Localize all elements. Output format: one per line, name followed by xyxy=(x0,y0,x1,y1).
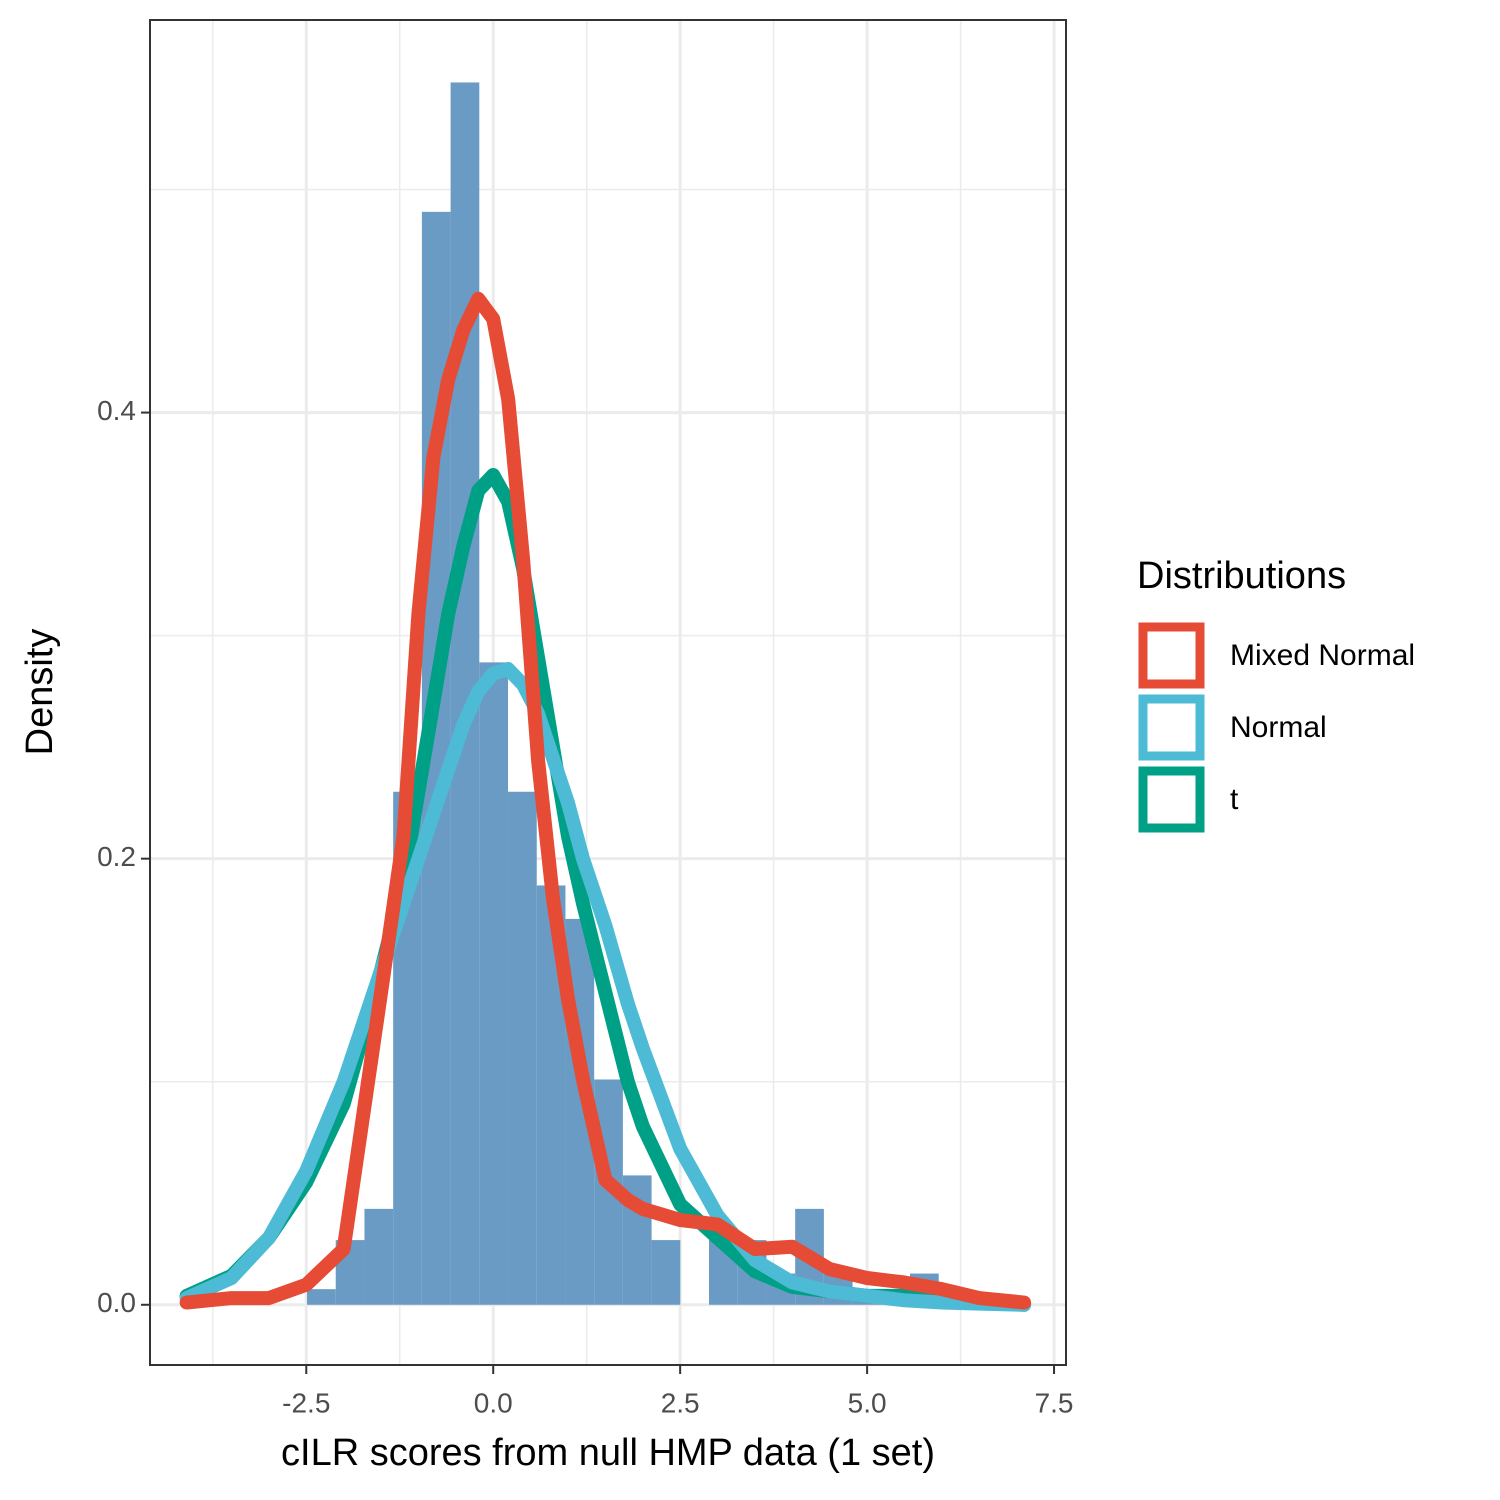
legend-key xyxy=(1138,694,1205,761)
x-axis-title: cILR scores from null HMP data (1 set) xyxy=(281,1432,935,1474)
legend-label: Normal xyxy=(1230,711,1327,744)
legend-title: Distributions xyxy=(1137,555,1346,597)
histogram-bar xyxy=(508,791,537,1305)
y-tick-label: 0.0 xyxy=(97,1287,136,1318)
legend-label: t xyxy=(1230,783,1239,816)
legend: Mixed Normal Normal t xyxy=(1138,622,1415,833)
x-tick-label: 7.5 xyxy=(1035,1387,1074,1418)
histogram-bar xyxy=(479,662,509,1305)
x-tick-label: 5.0 xyxy=(848,1387,887,1418)
legend-label: Mixed Normal xyxy=(1230,639,1415,672)
y-axis-title: Density xyxy=(19,629,61,756)
legend-key xyxy=(1138,766,1205,833)
x-tick-label: -2.5 xyxy=(282,1387,330,1418)
panel-border xyxy=(149,19,1067,1366)
axes: -2.5 0.0 2.5 5.0 7.5 0.0 0.2 0.4 xyxy=(97,395,1073,1418)
y-tick-label: 0.2 xyxy=(97,841,136,872)
x-tick-label: 0.0 xyxy=(474,1387,513,1418)
legend-key xyxy=(1138,622,1205,689)
histogram-bar xyxy=(651,1240,681,1305)
y-tick-label: 0.4 xyxy=(97,395,136,426)
histogram-bar xyxy=(364,1208,394,1305)
density-line xyxy=(179,291,1032,1310)
density-lines xyxy=(179,291,1032,1312)
histogram-bar xyxy=(307,1289,336,1305)
x-tick-label: 2.5 xyxy=(661,1387,700,1418)
